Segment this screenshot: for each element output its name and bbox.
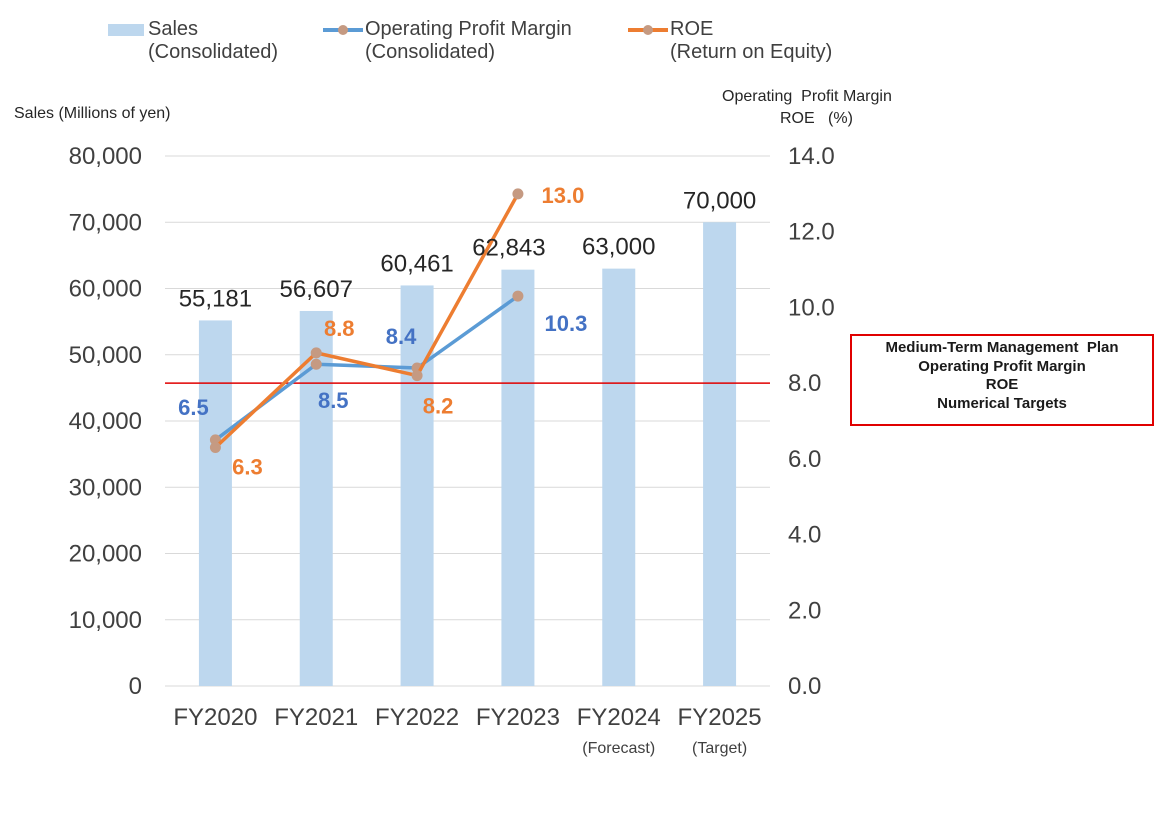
opm-line [214,294,519,442]
sales-value-label: 70,000 [683,187,756,214]
roe-point [310,347,322,359]
left-axis-title: Sales (Millions of yen) [14,105,171,122]
sales-bar [198,320,232,686]
sales-bars [198,222,737,686]
left-tick-label: 10,000 [69,607,142,634]
right-tick-label: 12.0 [788,219,835,246]
sales-bar [602,268,636,686]
plan-box-line2: Operating Profit Margin [918,357,1086,375]
right-tick-label: 10.0 [788,294,835,321]
sales-value-label: 60,461 [380,250,453,277]
legend-opm-label: Operating Profit Margin (Consolidated) [365,18,572,63]
sales-value-label: 55,181 [179,285,252,312]
right-tick-label: 2.0 [788,597,821,624]
plan-box-line4: Numerical Targets [937,394,1067,412]
left-axis-ticks: 0 10,000 20,000 30,000 40,000 50,000 60,000 70,… [69,143,142,700]
sales-value-label: 56,607 [280,276,353,303]
category-label: FY2023 [476,704,560,731]
category-label: FY2021 [274,704,358,731]
left-tick-label: 0 [129,673,142,700]
right-tick-label: 8.0 [788,370,821,397]
right-tick-label: 14.0 [788,143,835,170]
sales-bar [501,269,535,686]
left-tick-label: 80,000 [69,143,142,170]
legend-opm: Operating Profit Margin (Consolidated) [323,18,572,64]
plan-box-line3: ROE [985,376,1019,393]
roe-value-label: 6.3 [232,455,263,480]
roe-point [512,188,524,200]
left-tick-label: 70,000 [69,209,142,236]
left-tick-label: 40,000 [69,408,142,435]
opm-value-label: 10.3 [545,311,588,336]
opm-value-label: 6.5 [178,395,209,420]
opm-value-label: 8.5 [318,388,349,413]
roe-swatch [628,23,668,37]
right-axis-title-line2: ROE (%) [780,110,853,127]
legend-roe-label: ROE (Return on Equity) [670,18,833,63]
category-labels: FY2020 FY2021 FY2022 FY2023 FY2024 (Forecast)… [173,704,761,757]
roe-point [209,442,221,453]
right-tick-label: 0.0 [788,673,821,700]
category-label: FY2024 [577,704,661,731]
right-tick-label: 4.0 [788,522,821,549]
plan-targets-box: Medium-Term Management Plan Operating Pr… [850,334,1154,426]
sales-value-label: 63,000 [582,234,655,261]
roe-value-label: 13.0 [542,183,585,208]
opm-value-label: 8.4 [386,324,417,349]
category-note: (Target) [692,740,747,757]
roe-value-label: 8.8 [324,316,355,341]
left-tick-label: 30,000 [69,474,142,501]
opm-swatch [323,23,363,37]
legend-sales: Sales (Consolidated) [108,18,278,64]
sales-bar [703,222,737,686]
data-labels: 55,181 56,607 60,461 62,843 63,000 70,000 6.5 8… [178,183,756,480]
right-axis-ticks: 0.0 2.0 4.0 6.0 8.0 10.0 12.0 14.0 [788,143,835,700]
roe-value-label: 8.2 [423,394,454,419]
roe-line [214,193,520,449]
right-axis-title-line1: Operating Profit Margin [722,88,892,105]
category-note: (Forecast) [582,740,655,757]
series-lines [209,188,524,453]
sales-value-label: 62,843 [472,235,545,262]
legend-sales-label: Sales (Consolidated) [148,18,279,63]
opm-point [310,358,322,370]
category-label: FY2025 [678,704,762,731]
category-label: FY2020 [173,704,257,731]
category-label: FY2022 [375,704,459,731]
opm-point [512,290,524,302]
right-tick-label: 6.0 [788,446,821,473]
sales-swatch [108,24,144,36]
gridlines [165,155,770,687]
left-tick-label: 50,000 [69,342,142,369]
roe-point [411,370,423,382]
left-tick-label: 20,000 [69,541,142,568]
plan-box-line1: Medium-Term Management Plan [885,339,1119,356]
legend-roe: ROE (Return on Equity) [628,18,832,64]
left-tick-label: 60,000 [69,276,142,303]
